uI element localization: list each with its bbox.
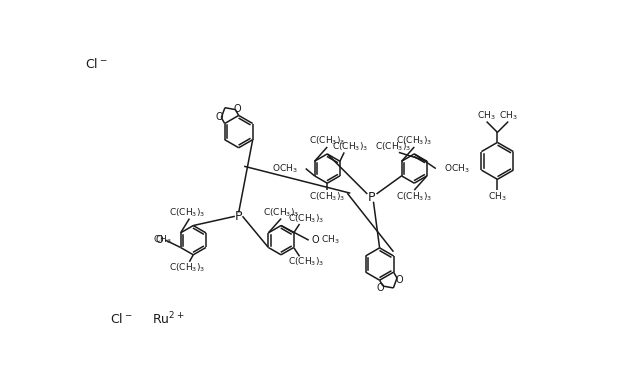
Text: CH$_3$: CH$_3$ bbox=[153, 234, 172, 246]
Text: C(CH$_3$)$_3$: C(CH$_3$)$_3$ bbox=[396, 190, 432, 203]
Text: O: O bbox=[156, 235, 163, 245]
Text: CH$_3$: CH$_3$ bbox=[499, 109, 518, 122]
Text: P: P bbox=[235, 210, 243, 223]
Text: OCH$_3$: OCH$_3$ bbox=[443, 162, 469, 175]
Text: C(CH$_3$)$_3$: C(CH$_3$)$_3$ bbox=[287, 256, 324, 268]
Text: Cl$^-$: Cl$^-$ bbox=[110, 312, 132, 326]
Text: Ru$^{2+}$: Ru$^{2+}$ bbox=[152, 310, 185, 327]
Text: C(CH$_3$)$_3$: C(CH$_3$)$_3$ bbox=[374, 141, 411, 153]
Text: C(CH$_3$)$_3$: C(CH$_3$)$_3$ bbox=[263, 206, 299, 219]
Text: C(CH$_3$)$_3$: C(CH$_3$)$_3$ bbox=[169, 206, 205, 219]
Text: CH$_3$: CH$_3$ bbox=[321, 234, 340, 246]
Text: C(CH$_3$)$_3$: C(CH$_3$)$_3$ bbox=[309, 190, 345, 203]
Text: O: O bbox=[377, 283, 384, 293]
Text: C(CH$_3$)$_3$: C(CH$_3$)$_3$ bbox=[287, 212, 324, 225]
Text: C(CH$_3$)$_3$: C(CH$_3$)$_3$ bbox=[332, 141, 368, 153]
Text: C(CH$_3$)$_3$: C(CH$_3$)$_3$ bbox=[309, 135, 345, 147]
Text: OCH$_3$: OCH$_3$ bbox=[272, 162, 298, 175]
Text: C(CH$_3$)$_3$: C(CH$_3$)$_3$ bbox=[396, 135, 432, 147]
Text: O: O bbox=[234, 104, 241, 114]
Text: CH$_3$: CH$_3$ bbox=[477, 109, 496, 122]
Text: Cl$^-$: Cl$^-$ bbox=[85, 57, 108, 71]
Text: CH$_3$: CH$_3$ bbox=[488, 190, 507, 203]
Text: C(CH$_3$)$_3$: C(CH$_3$)$_3$ bbox=[169, 262, 205, 274]
Text: O: O bbox=[311, 235, 318, 245]
Text: O: O bbox=[396, 274, 403, 285]
Text: P: P bbox=[368, 191, 376, 203]
Text: O: O bbox=[215, 112, 223, 122]
